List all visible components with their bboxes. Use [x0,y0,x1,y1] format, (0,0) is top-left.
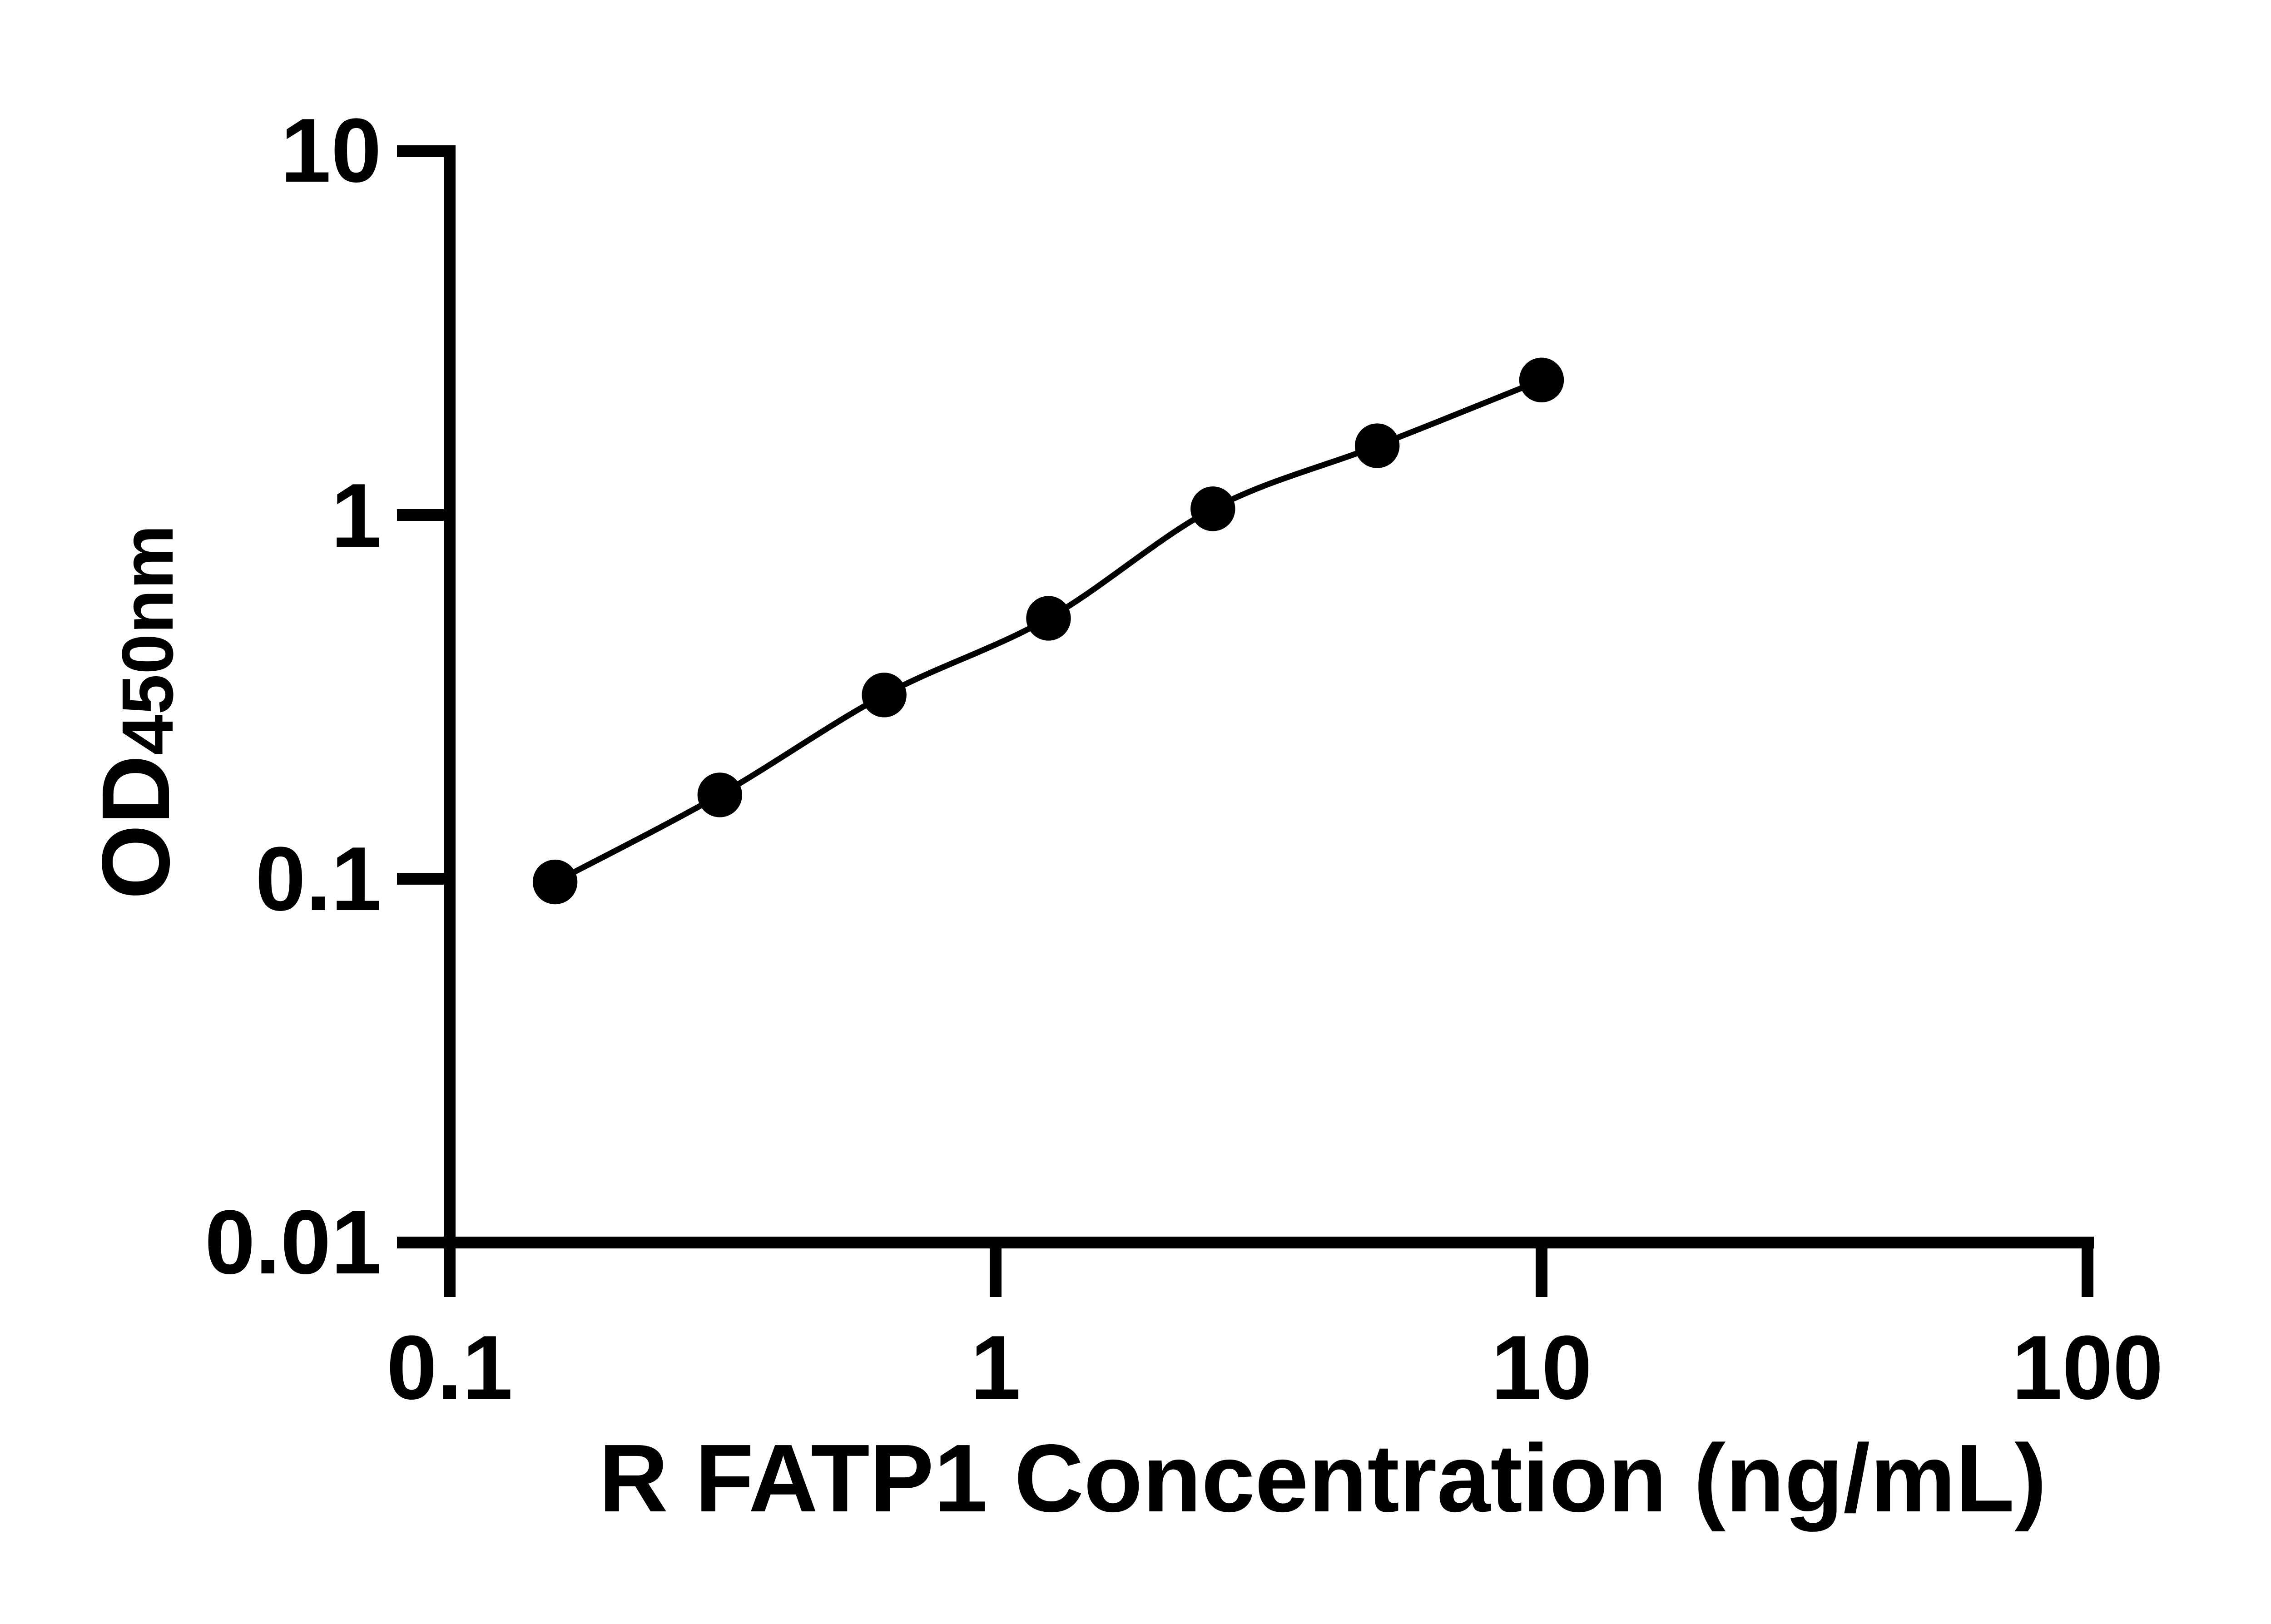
y-axis-title-subscript: 450nm [108,525,188,755]
x-tick-label: 1 [970,1317,1021,1419]
x-tick-label: 100 [2012,1317,2163,1419]
data-point [1354,423,1400,468]
y-tick-label: 0.01 [204,1192,382,1293]
data-point [697,772,743,817]
y-axis-title: OD 450nm [64,167,209,1257]
x-tick-label: 0.1 [386,1317,513,1419]
y-tick-label: 1 [331,464,382,566]
x-tick-label: 10 [1491,1317,1592,1419]
y-tick-label: 10 [280,100,382,202]
x-axis-title: R FATP1 Concentration (ng/mL) [599,1426,2047,1533]
y-tick-label: 0.1 [255,828,382,930]
y-axis-title-main: OD [83,755,190,900]
data-point [862,673,907,718]
data-point [1190,486,1235,531]
data-point [532,859,578,905]
data-point [1519,357,1564,402]
data-point [1026,596,1071,641]
